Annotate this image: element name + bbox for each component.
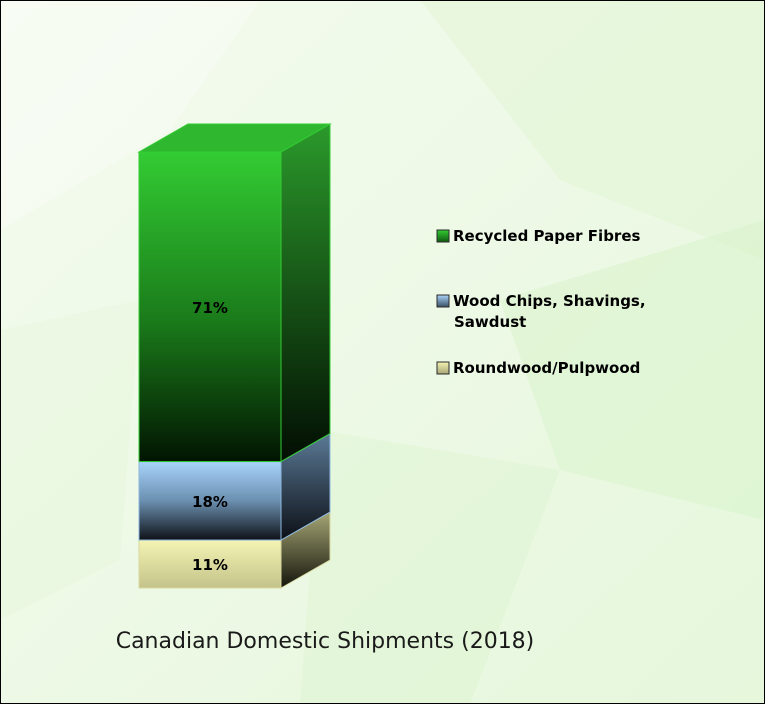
bar-segment-recycled-paper-fibres: [138, 151, 282, 463]
legend-label-wood-chips-shavings-sawdust-line-2: Sawdust: [454, 313, 526, 331]
stacked-bar: 11% 18% 71%: [137, 123, 332, 589]
legend-label-recycled-paper-fibres: Recycled Paper Fibres: [453, 227, 640, 245]
legend-swatch-recycled-paper-fibres: [436, 229, 450, 243]
legend-swatch-wood-chips-shavings-sawdust: [436, 294, 450, 308]
data-label-recycled-paper-fibres: 71%: [192, 299, 228, 317]
bar-segment-side-recycled-paper-fibres: [280, 123, 331, 463]
bar-segment-wood-chips-shavings-sawdust: [138, 461, 282, 541]
data-label-roundwood-pulpwood: 11%: [192, 556, 228, 574]
legend-label-wood-chips-shavings-sawdust-line-1: Wood Chips, Shavings,: [453, 292, 646, 310]
legend: Recycled Paper Fibres Wood Chips, Shaving…: [436, 227, 646, 377]
legend-label-roundwood-pulpwood: Roundwood/Pulpwood: [453, 359, 640, 377]
bar-segment-roundwood-pulpwood: [138, 539, 282, 589]
data-label-wood-chips-shavings-sawdust: 18%: [192, 493, 228, 511]
chart-title: Canadian Domestic Shipments (2018): [116, 629, 535, 654]
legend-swatch-roundwood-pulpwood: [436, 361, 450, 375]
